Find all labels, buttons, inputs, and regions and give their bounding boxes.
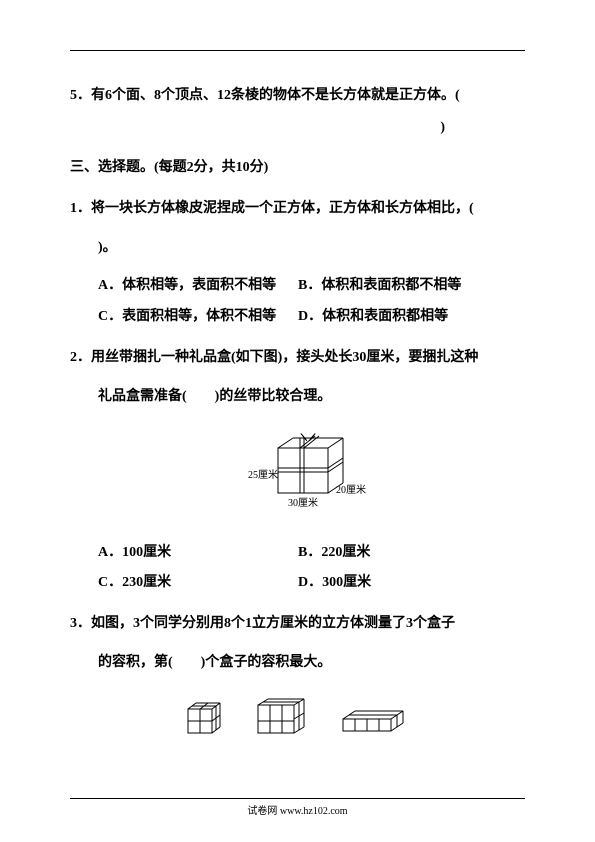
- q1-option-c: C．表面积相等，体积不相等: [98, 302, 298, 333]
- q2-option-a: A．100厘米: [98, 538, 298, 569]
- question-2: 2．用丝带捆扎一种礼品盒(如下图)，接头处长30厘米，要捆扎这种: [70, 343, 525, 374]
- q3-text2: 的容积，第( )个盒子的容积最大。: [70, 648, 525, 679]
- q2-figure: 25厘米 30厘米 20厘米: [70, 428, 525, 523]
- q1-text1: 将一块长方体橡皮泥捏成一个正方体，正方体和长方体相比，(: [91, 201, 474, 216]
- q5-text: 有6个面、8个顶点、12条棱的物体不是长方体就是正方体。(: [91, 88, 460, 103]
- box-height-label: 25厘米: [248, 468, 278, 481]
- q2-option-c: C．230厘米: [98, 568, 298, 599]
- box-depth-label: 20厘米: [336, 483, 366, 496]
- three-boxes-diagram: [168, 694, 428, 744]
- q2-num: 2．: [70, 350, 91, 365]
- box-width-label: 30厘米: [288, 496, 318, 509]
- q3-num: 3．: [70, 616, 91, 631]
- footer-text: 试卷网 www.hz102.com: [247, 806, 347, 817]
- q1-options-row1: A．体积相等，表面积不相等 B．体积和表面积都不相等: [70, 271, 525, 302]
- q1-option-b: B．体积和表面积都不相等: [298, 271, 461, 302]
- gift-box-diagram: 25厘米 30厘米 20厘米: [218, 428, 378, 518]
- q2-options-row1: A．100厘米 B．220厘米: [70, 538, 525, 569]
- question-3: 3．如图，3个同学分别用8个1立方厘米的立方体测量了3个盒子: [70, 609, 525, 640]
- q1-option-a: A．体积相等，表面积不相等: [98, 271, 298, 302]
- page-footer: 试卷网 www.hz102.com: [70, 798, 525, 817]
- q2-text1: 用丝带捆扎一种礼品盒(如下图)，接头处长30厘米，要捆扎这种: [91, 350, 478, 365]
- q1-num: 1．: [70, 201, 91, 216]
- q2-option-d: D．300厘米: [298, 568, 371, 599]
- question-1: 1．将一块长方体橡皮泥捏成一个正方体，正方体和长方体相比，(: [70, 194, 525, 225]
- section-3-title: 三、选择题。(每题2分，共10分): [70, 156, 525, 176]
- question-5: 5．有6个面、8个顶点、12条棱的物体不是长方体就是正方体。(: [70, 81, 525, 112]
- q5-close-paren: ): [70, 120, 525, 136]
- q2-options-row2: C．230厘米 D．300厘米: [70, 568, 525, 599]
- top-rule: [70, 50, 525, 51]
- q1-text2: )。: [70, 233, 525, 264]
- q3-figure: [70, 694, 525, 749]
- q1-options-row2: C．表面积相等，体积不相等 D．体积和表面积都相等: [70, 302, 525, 333]
- q3-text1: 如图，3个同学分别用8个1立方厘米的立方体测量了3个盒子: [91, 616, 455, 631]
- q2-option-b: B．220厘米: [298, 538, 370, 569]
- q5-num: 5．: [70, 88, 91, 103]
- q1-option-d: D．体积和表面积都相等: [298, 302, 448, 333]
- q2-text2: 礼品盒需准备( )的丝带比较合理。: [70, 382, 525, 413]
